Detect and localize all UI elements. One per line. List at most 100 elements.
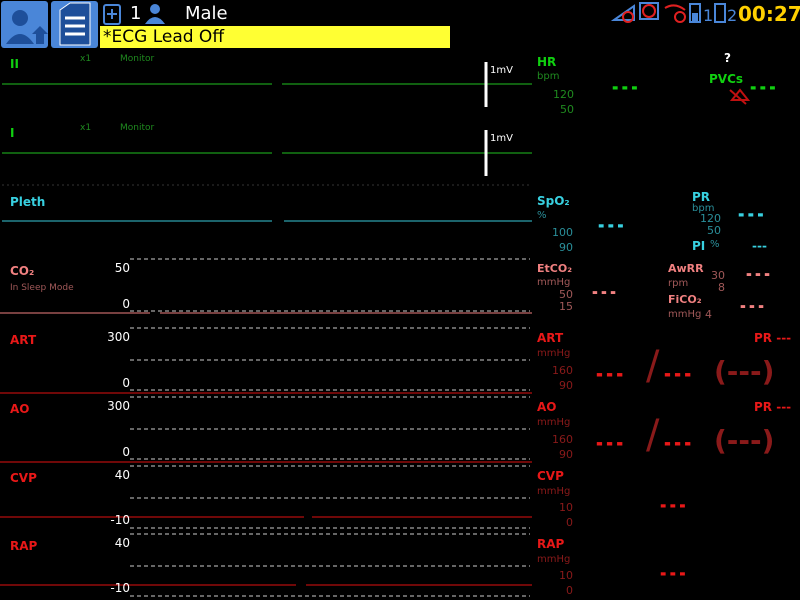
header-bed: 1 (130, 3, 142, 24)
header-battery-1: 1 (703, 6, 714, 25)
params-rap-value: --- (660, 556, 689, 588)
waves-1-gain: x1 (80, 123, 92, 133)
params-art-high: 160 (552, 364, 573, 377)
params-pr-unit: bpm (692, 203, 715, 214)
params-fico2-label: FiCO₂ (668, 293, 702, 306)
params-hr-high: 120 (553, 88, 574, 101)
waves-0-label: II (10, 57, 19, 71)
params-pi-value: --- (752, 239, 767, 253)
header-time: 00:27 (738, 2, 800, 26)
params-art-label: ART (537, 331, 564, 345)
params-art-low: 90 (559, 379, 573, 392)
params-etco2-low: 15 (559, 300, 573, 313)
params-pvcs-value: --- (750, 70, 779, 102)
params-ao-separator: / (646, 412, 660, 458)
params-hr-low: 50 (560, 103, 574, 116)
params-pvcs-label: PVCs (709, 72, 744, 86)
params-hr-value: --- (612, 70, 641, 102)
alarm-off-icon (729, 89, 747, 105)
waves-7-scale-low: -10 (110, 581, 130, 595)
params-ao-label: AO (537, 400, 557, 414)
params-rap-low: 0 (566, 584, 573, 597)
params-rap-label: RAP (537, 537, 565, 551)
battery-icon (689, 3, 701, 23)
status-icon (642, 4, 656, 18)
params-awrr-unit: rpm (668, 278, 689, 289)
params-awrr-high: 30 (711, 269, 725, 282)
params-pr-high: 120 (700, 212, 721, 225)
waves-5-scale-low: 0 (122, 445, 130, 459)
header-gender: Male (185, 3, 228, 24)
waves-2-label: Pleth (10, 195, 46, 209)
icon-shape (59, 2, 91, 46)
params-art-diastolic: --- (664, 356, 695, 389)
params-pr-label: PR (692, 190, 711, 204)
battery-icon (692, 13, 698, 21)
params-cvp-unit: mmHg (537, 486, 571, 497)
params-cvp-low: 0 (566, 516, 573, 529)
waves-0-mode: Monitor (120, 54, 155, 64)
params-hr-unit: bpm (537, 71, 560, 82)
waves-5-label: AO (10, 402, 30, 416)
params-pr-value: --- (738, 197, 767, 229)
params-etco2-value: --- (592, 279, 620, 306)
waves-3-scale-low: 0 (122, 297, 130, 311)
params-fico2-high: 4 (705, 308, 712, 321)
params-fico2-unit: mmHg (668, 309, 702, 320)
params-awrr-label: AwRR (668, 262, 704, 275)
person-icon (150, 4, 160, 14)
params-ao-diastolic: --- (664, 425, 695, 458)
params-art-pr: PR --- (754, 331, 792, 345)
params-ao-mean: (---) (714, 424, 775, 457)
waves-7-scale-high: 40 (114, 536, 130, 550)
waves-4-scale-low: 0 (122, 376, 130, 390)
waves-0-gain: x1 (80, 54, 92, 64)
header-alarm: *ECG Lead Off (103, 27, 225, 47)
icon-shape (6, 34, 34, 44)
params-etco2-label: EtCO₂ (537, 262, 573, 275)
waves-4-label: ART (10, 333, 37, 347)
params-ao-unit: mmHg (537, 417, 571, 428)
icon-shape (107, 9, 117, 19)
waves-3-status: In Sleep Mode (10, 283, 74, 293)
status-icon (674, 11, 686, 23)
waves-4-scale-high: 300 (107, 330, 130, 344)
params-ao-pr: PR --- (754, 400, 792, 414)
params-fico2-value: --- (740, 293, 768, 320)
params-rap-high: 10 (559, 569, 573, 582)
params-art-mean: (---) (714, 355, 775, 388)
params-spo2-low: 90 (559, 241, 573, 254)
params-pr-low: 50 (707, 224, 721, 237)
waves-1-scale: 1mV (490, 133, 513, 144)
waves-5-scale-high: 300 (107, 399, 130, 413)
icon-shape (145, 17, 165, 24)
status-icon (639, 2, 659, 20)
waves-1-label: I (10, 126, 15, 140)
params-ao-low: 90 (559, 448, 573, 461)
params-awrr-value: --- (746, 261, 774, 288)
waves-7-label: RAP (10, 539, 38, 553)
icon-shape (32, 26, 48, 44)
clipboard-icon (103, 4, 121, 25)
params-rap-unit: mmHg (537, 554, 571, 565)
params-pvcs-status: ? (724, 51, 731, 65)
params-art-separator: / (646, 343, 660, 389)
waves-0-scale: 1mV (490, 65, 513, 76)
status-icon (664, 4, 686, 11)
params-spo2-value: --- (598, 208, 627, 240)
params-etco2-unit: mmHg (537, 277, 571, 288)
params-ao-systolic: --- (596, 425, 627, 458)
alarm-box (100, 26, 450, 48)
params-awrr-low: 8 (718, 281, 725, 294)
params-ao-high: 160 (552, 433, 573, 446)
params-spo2-label: SpO₂ (537, 194, 570, 208)
params-cvp-high: 10 (559, 501, 573, 514)
params-art-unit: mmHg (537, 348, 571, 359)
params-cvp-label: CVP (537, 469, 564, 483)
waves-6-scale-low: -10 (110, 513, 130, 527)
icon-shape (12, 10, 28, 26)
params-spo2-unit: % (537, 210, 547, 221)
params-pi-unit: % (710, 239, 720, 250)
params-pi-label: PI (692, 239, 706, 253)
